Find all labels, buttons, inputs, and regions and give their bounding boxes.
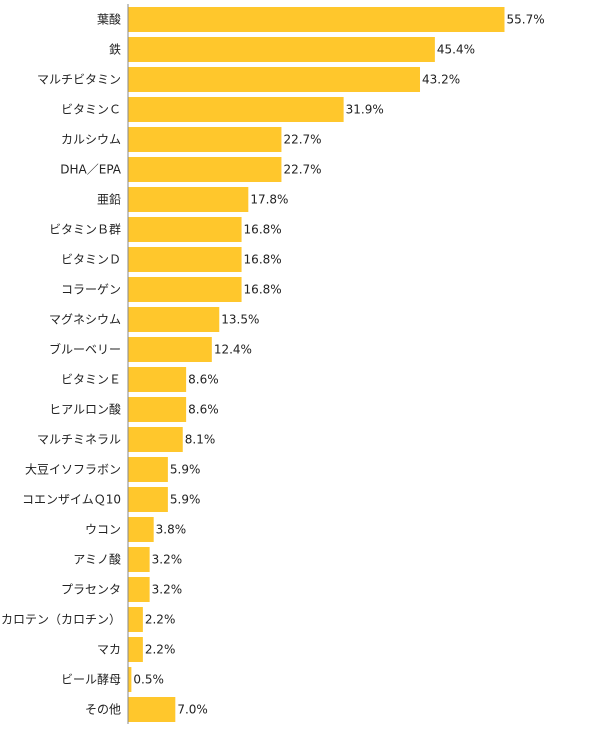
bar xyxy=(128,67,421,92)
category-label: ビタミンＣ xyxy=(61,103,121,117)
value-label: 2.2% xyxy=(145,643,176,657)
bar xyxy=(128,337,212,362)
bar xyxy=(128,187,249,212)
value-label: 2.2% xyxy=(145,613,176,627)
category-label: ブルーベリー xyxy=(49,342,121,357)
bar xyxy=(128,607,143,632)
bar xyxy=(128,37,435,62)
bar xyxy=(128,247,242,272)
bar xyxy=(128,517,154,542)
category-label: 大豆イソフラボン xyxy=(25,463,121,477)
bar xyxy=(128,457,168,482)
value-label: 3.2% xyxy=(152,583,183,597)
value-label: 22.7% xyxy=(283,163,321,177)
value-label: 55.7% xyxy=(507,13,545,27)
value-label: 13.5% xyxy=(221,313,259,327)
value-label: 16.8% xyxy=(244,283,282,297)
category-label: コラーゲン xyxy=(61,283,121,297)
bar xyxy=(128,127,282,152)
bar xyxy=(128,217,242,242)
category-label: その他 xyxy=(85,703,121,717)
category-label: カルシウム xyxy=(61,133,121,147)
category-label: アミノ酸 xyxy=(73,552,121,567)
value-label: 17.8% xyxy=(250,193,288,207)
value-label: 31.9% xyxy=(346,103,384,117)
category-label: マカ xyxy=(97,643,121,657)
bar xyxy=(128,487,168,512)
bar xyxy=(128,7,505,32)
value-label: 22.7% xyxy=(283,133,321,147)
value-label: 16.8% xyxy=(244,253,282,267)
category-label: ビタミンＢ群 xyxy=(49,223,121,237)
value-label: 3.8% xyxy=(156,523,187,537)
category-label: ヒアルロン酸 xyxy=(49,402,121,417)
bar xyxy=(128,367,187,392)
category-label: ビタミンＤ xyxy=(61,253,121,267)
category-label: ビール酵母 xyxy=(61,673,121,687)
value-label: 8.6% xyxy=(188,403,219,417)
value-label: 3.2% xyxy=(152,553,183,567)
bar xyxy=(128,277,242,302)
value-label: 5.9% xyxy=(170,493,201,507)
bar xyxy=(128,637,143,662)
category-label: ビタミンＥ xyxy=(61,373,121,387)
value-label: 8.6% xyxy=(188,373,219,387)
category-label: 葉酸 xyxy=(97,12,121,27)
bar xyxy=(128,577,150,602)
category-label: 亜鉛 xyxy=(97,193,121,207)
bar xyxy=(128,667,132,692)
value-label: 16.8% xyxy=(244,223,282,237)
category-label: カロテン（カロチン） xyxy=(1,613,121,627)
bar xyxy=(128,97,344,122)
bar xyxy=(128,307,220,332)
bar xyxy=(128,397,187,422)
value-label: 12.4% xyxy=(214,343,252,357)
category-label: マルチミネラル xyxy=(37,433,121,447)
value-label: 45.4% xyxy=(437,43,475,57)
category-label: マグネシウム xyxy=(49,313,121,327)
category-label: プラセンタ xyxy=(61,583,121,597)
value-label: 7.0% xyxy=(177,703,208,717)
bar xyxy=(128,427,183,452)
category-label: DHA／EPA xyxy=(60,163,122,177)
category-label: ウコン xyxy=(85,523,121,537)
bar xyxy=(128,697,176,722)
bar xyxy=(128,547,150,572)
value-label: 0.5% xyxy=(133,673,164,687)
value-label: 8.1% xyxy=(185,433,216,447)
category-label: 鉄 xyxy=(109,42,121,57)
value-label: 43.2% xyxy=(422,73,460,87)
value-label: 5.9% xyxy=(170,463,201,477)
category-label: コエンザイムＱ10 xyxy=(22,493,121,507)
bar xyxy=(128,157,282,182)
category-label: マルチビタミン xyxy=(37,73,121,87)
